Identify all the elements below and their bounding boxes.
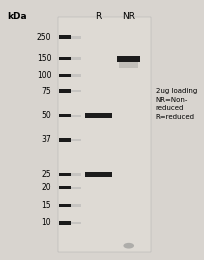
Bar — [59, 138, 71, 141]
Bar — [71, 36, 81, 38]
Bar — [59, 36, 71, 39]
Bar — [71, 204, 81, 207]
Text: 50: 50 — [42, 111, 51, 120]
Text: 37: 37 — [42, 135, 51, 144]
Text: NR: NR — [122, 12, 135, 21]
Text: 250: 250 — [37, 33, 51, 42]
Text: 25: 25 — [42, 170, 51, 179]
Text: 75: 75 — [42, 87, 51, 95]
Text: 15: 15 — [42, 201, 51, 210]
Text: 20: 20 — [42, 183, 51, 192]
Bar — [71, 115, 81, 117]
Text: 100: 100 — [37, 71, 51, 80]
Bar — [71, 74, 81, 77]
Bar — [117, 56, 140, 62]
Bar — [71, 139, 81, 141]
Text: kDa: kDa — [8, 12, 27, 21]
Bar — [59, 186, 71, 189]
Bar — [59, 173, 71, 176]
Bar — [119, 62, 138, 68]
Text: 150: 150 — [37, 54, 51, 63]
Bar — [85, 113, 112, 118]
Bar — [58, 17, 151, 252]
Bar — [71, 187, 81, 189]
Ellipse shape — [123, 243, 134, 249]
Bar — [59, 204, 71, 207]
Bar — [71, 173, 81, 176]
Bar — [85, 172, 112, 177]
Bar — [71, 57, 81, 60]
Bar — [59, 57, 71, 60]
Bar — [59, 74, 71, 77]
Text: 2ug loading
NR=Non-
reduced
R=reduced: 2ug loading NR=Non- reduced R=reduced — [156, 88, 197, 120]
Bar — [59, 89, 71, 93]
Bar — [59, 114, 71, 118]
Text: 10: 10 — [42, 218, 51, 227]
Text: R: R — [96, 12, 102, 21]
Bar — [71, 90, 81, 92]
Bar — [59, 221, 71, 225]
Bar — [71, 222, 81, 224]
